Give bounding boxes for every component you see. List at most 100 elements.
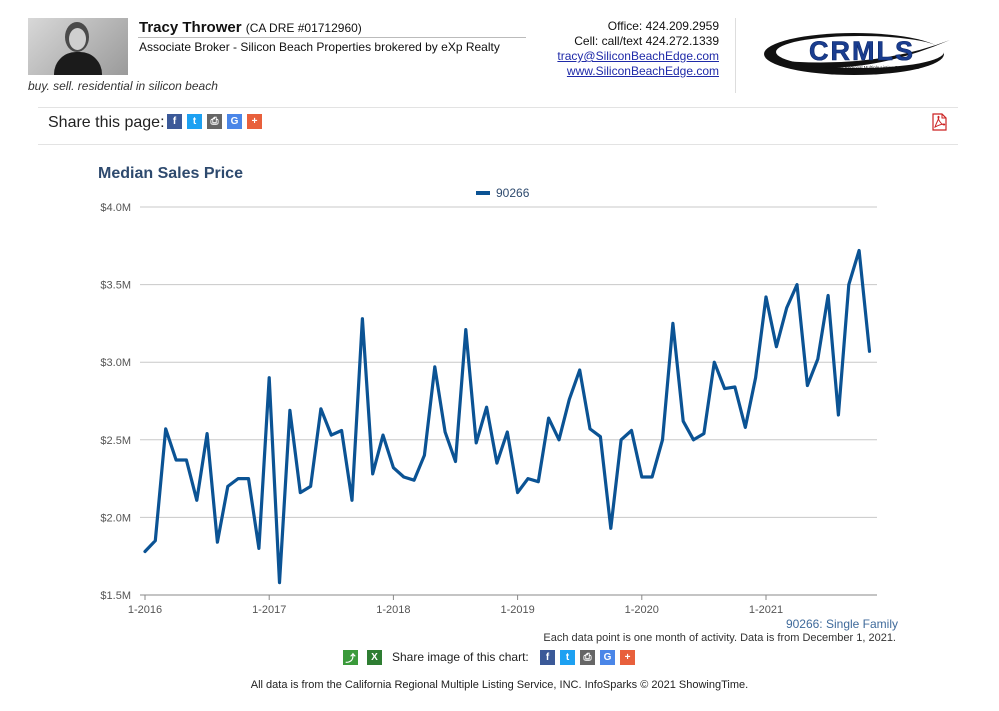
data-point [733, 385, 737, 389]
facebook-icon[interactable]: f [167, 114, 182, 129]
pdf-icon[interactable] [931, 113, 948, 131]
footer-text: All data is from the California Regional… [250, 679, 749, 691]
data-point [857, 249, 861, 252]
data-point [640, 475, 643, 479]
data-point [578, 368, 581, 372]
data-point [702, 432, 706, 435]
data-point [454, 460, 457, 463]
data-point [216, 541, 219, 544]
data-point [826, 294, 830, 297]
data-point [361, 317, 364, 320]
data-point [402, 475, 405, 479]
email-link[interactable]: tracy@SiliconBeachEdge.com [557, 49, 719, 63]
crmls-logo: CRMLS California Regional Multiple Listi… [764, 33, 950, 75]
data-point [226, 485, 229, 488]
data-point [806, 384, 809, 387]
legend-swatch [476, 191, 490, 195]
data-point [330, 433, 333, 437]
data-point [599, 435, 602, 438]
facebook-icon[interactable]: f [540, 650, 555, 665]
data-point [268, 376, 271, 379]
agent-license: (CA DRE #01712960) [245, 21, 362, 35]
google-icon[interactable]: G [600, 650, 615, 665]
y-tick-label: $3.0M [100, 357, 131, 369]
data-point [837, 413, 840, 417]
google-icon[interactable]: G [227, 114, 242, 129]
divider [38, 144, 958, 145]
data-point [506, 430, 509, 434]
data-point [557, 438, 561, 441]
data-point [412, 478, 416, 482]
agent-photo [28, 18, 128, 75]
data-point [288, 409, 292, 412]
data-point [764, 295, 768, 299]
data-point [671, 322, 675, 325]
website-link[interactable]: www.SiliconBeachEdge.com [566, 64, 719, 78]
data-point [713, 361, 716, 364]
agent-title: Associate Broker - Silicon Beach Propert… [139, 40, 500, 54]
y-tick-label: $1.5M [100, 590, 131, 602]
twitter-icon[interactable]: t [560, 650, 575, 665]
data-point [495, 461, 499, 465]
share-icon[interactable]: ⤴ [343, 650, 358, 665]
data-point [526, 477, 530, 480]
data-point [650, 475, 654, 479]
data-point [847, 283, 850, 286]
twitter-icon[interactable]: t [187, 114, 202, 129]
chart-title: Median Sales Price [98, 165, 243, 182]
data-point [588, 427, 592, 431]
data-point [775, 345, 778, 348]
chart-note: Each data point is one month of activity… [543, 632, 896, 644]
data-point [319, 407, 323, 410]
plus-icon[interactable]: + [247, 114, 262, 129]
data-point [236, 477, 240, 480]
share-page-label: Share this page: [48, 114, 165, 131]
data-point [475, 441, 478, 445]
x-tick-label: 1-2016 [128, 604, 162, 616]
x-tick-label: 1-2019 [500, 604, 534, 616]
y-tick-label: $4.0M [100, 202, 131, 214]
data-point [371, 472, 374, 476]
share-chart-label: Share image of this chart: [392, 650, 529, 664]
x-tick-label: 1-2020 [625, 604, 659, 616]
data-point [464, 328, 468, 331]
office-phone: Office: 424.209.2959 [607, 19, 719, 33]
divider [38, 107, 958, 108]
agent-name: Tracy Thrower (CA DRE #01712960) [139, 19, 362, 36]
data-point [164, 427, 167, 431]
data-point [619, 438, 623, 441]
data-point [185, 458, 188, 462]
contact-block: Office: 424.209.2959 Cell: call/text 424… [557, 19, 719, 79]
print-icon[interactable]: ⎙ [580, 650, 595, 665]
data-point [547, 416, 550, 420]
data-point [143, 550, 147, 553]
data-point [340, 429, 343, 432]
data-point [299, 491, 302, 494]
agent-tagline: buy. sell. residential in silicon beach [28, 79, 218, 93]
data-point [744, 426, 747, 429]
data-point [174, 458, 178, 462]
data-point [423, 454, 426, 457]
plus-icon[interactable]: + [620, 650, 635, 665]
data-point [205, 432, 209, 435]
data-point [723, 387, 726, 390]
data-point [868, 350, 871, 353]
data-point [816, 357, 819, 361]
data-point [516, 491, 519, 494]
divider [735, 18, 736, 93]
data-point [195, 499, 198, 502]
data-point [537, 480, 540, 483]
data-point [485, 406, 488, 409]
data-point [661, 438, 664, 441]
data-point [795, 283, 799, 286]
y-tick-label: $2.0M [100, 512, 131, 524]
data-point [381, 433, 385, 437]
excel-icon[interactable]: X [367, 650, 382, 665]
chart-subtitle: 90266: Single Family [785, 617, 898, 631]
x-tick-label: 1-2021 [749, 604, 783, 616]
data-point [154, 539, 157, 542]
y-tick-label: $2.5M [100, 435, 131, 447]
print-icon[interactable]: ⎙ [207, 114, 222, 129]
data-point [350, 499, 354, 502]
